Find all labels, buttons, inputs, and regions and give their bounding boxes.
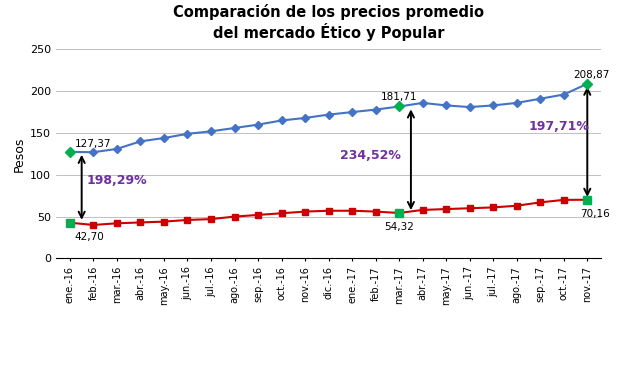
Text: 127,37: 127,37 — [74, 139, 111, 149]
Merc.Ético — [513, 101, 520, 105]
Merc.Ético — [231, 126, 238, 130]
Text: 54,32: 54,32 — [384, 222, 414, 232]
Merc.Ético — [278, 118, 285, 123]
Merc.Ético — [113, 147, 121, 151]
Merc.Ético — [301, 116, 309, 120]
Merc.Popular — [137, 220, 144, 225]
Merc.Popular — [513, 203, 520, 208]
Merc.Popular — [443, 207, 450, 211]
Merc.Popular — [184, 218, 191, 222]
Merc.Popular — [325, 209, 332, 213]
Text: 197,71%: 197,71% — [528, 120, 590, 133]
Merc.Popular — [254, 213, 262, 217]
Merc.Popular — [490, 205, 497, 210]
Merc.Popular — [536, 200, 544, 205]
Merc.Ético — [66, 150, 74, 154]
Merc.Ético — [372, 107, 379, 112]
Merc.Popular — [160, 219, 167, 224]
Merc.Ético — [443, 103, 450, 108]
Merc.Popular — [583, 198, 591, 202]
Line: Merc.Ético: Merc.Ético — [67, 81, 590, 155]
Merc.Popular — [466, 206, 474, 211]
Merc.Ético — [160, 136, 167, 140]
Merc.Popular — [419, 207, 427, 212]
Merc.Ético — [207, 129, 215, 134]
Merc.Popular — [278, 211, 285, 215]
Merc.Ético — [348, 110, 356, 114]
Merc.Popular — [348, 209, 356, 213]
Merc.Ético — [419, 101, 427, 105]
Merc.Ético — [560, 92, 567, 97]
Merc.Popular — [113, 221, 121, 226]
Merc.Ético — [396, 104, 403, 109]
Merc.Ético — [325, 112, 332, 117]
Merc.Popular — [90, 223, 97, 227]
Text: 198,29%: 198,29% — [86, 174, 147, 187]
Text: 42,70: 42,70 — [74, 232, 104, 242]
Merc.Popular — [372, 209, 379, 214]
Text: 181,71: 181,71 — [381, 92, 417, 102]
Merc.Ético — [184, 131, 191, 136]
Merc.Ético — [90, 150, 97, 155]
Merc.Popular — [560, 198, 567, 202]
Title: Comparación de los precios promedio
del mercado Ético y Popular: Comparación de los precios promedio del … — [173, 4, 484, 41]
Merc.Ético — [490, 103, 497, 108]
Merc.Ético — [536, 97, 544, 101]
Merc.Ético — [466, 105, 474, 109]
Merc.Ético — [137, 139, 144, 144]
Merc.Popular — [301, 209, 309, 214]
Merc.Popular — [231, 214, 238, 219]
Y-axis label: Pesos: Pesos — [12, 136, 25, 172]
Merc.Popular — [66, 220, 74, 225]
Text: 234,52%: 234,52% — [340, 149, 401, 162]
Merc.Popular — [207, 217, 215, 222]
Text: 70,16: 70,16 — [580, 209, 610, 219]
Merc.Ético — [254, 122, 262, 127]
Text: 208,87: 208,87 — [573, 70, 609, 81]
Line: Merc.Popular: Merc.Popular — [67, 197, 590, 228]
Merc.Popular — [396, 211, 403, 215]
Merc.Ético — [583, 81, 591, 86]
